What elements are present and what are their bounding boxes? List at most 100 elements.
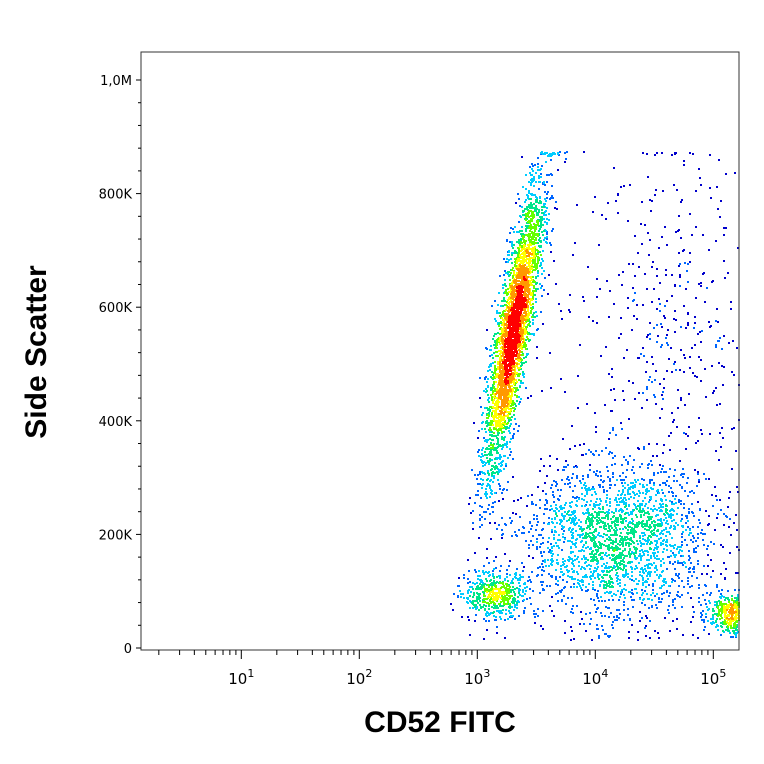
event-dot (490, 429, 492, 431)
event-dot (637, 543, 639, 545)
event-dot (728, 497, 730, 499)
event-dot (494, 588, 496, 590)
event-dot (664, 317, 666, 319)
event-dot (617, 568, 619, 570)
event-dot (695, 190, 697, 192)
event-dot (625, 520, 627, 522)
event-dot (725, 568, 727, 570)
event-dot (613, 616, 615, 618)
event-dot (576, 505, 578, 507)
event-dot (486, 591, 488, 593)
event-dot (509, 432, 511, 434)
event-dot (505, 524, 507, 526)
event-dot (623, 609, 625, 611)
event-dot (529, 166, 531, 168)
event-dot (531, 571, 533, 573)
event-dot (540, 222, 542, 224)
event-dot (507, 457, 509, 459)
event-dot (557, 563, 559, 565)
event-dot (712, 570, 714, 572)
event-dot (498, 323, 500, 325)
event-dot (725, 227, 727, 229)
event-dot (551, 508, 553, 510)
event-dot (478, 430, 480, 432)
event-dot (490, 449, 492, 451)
event-dot (720, 593, 722, 595)
event-dot (482, 582, 484, 584)
event-dot (654, 580, 656, 582)
event-dot (509, 586, 511, 588)
event-dot (489, 513, 491, 515)
event-dot (705, 396, 707, 398)
event-dot (687, 477, 689, 479)
event-dot (643, 446, 645, 448)
event-dot (624, 574, 626, 576)
event-dot (517, 430, 519, 432)
event-dot (732, 630, 734, 632)
event-dot (537, 257, 539, 259)
event-dot (619, 564, 621, 566)
event-dot (531, 178, 533, 180)
event-dot (710, 618, 712, 620)
event-dot (586, 527, 588, 529)
event-dot (488, 586, 490, 588)
event-dot (570, 586, 572, 588)
event-dot (666, 370, 668, 372)
event-dot (567, 483, 569, 485)
event-dot (622, 541, 624, 543)
event-dot (650, 531, 652, 533)
event-dot (488, 463, 490, 465)
event-dot (617, 494, 619, 496)
event-dot (682, 634, 684, 636)
event-dot (468, 589, 470, 591)
event-dot (517, 389, 519, 391)
event-dot (546, 585, 548, 587)
event-dot (536, 346, 538, 348)
event-dot (609, 432, 611, 434)
event-dot (632, 382, 634, 384)
event-dot (673, 503, 675, 505)
event-dot (529, 301, 531, 303)
event-dot (680, 500, 682, 502)
event-dot (595, 556, 597, 558)
event-dot (537, 166, 539, 168)
event-dot (677, 389, 679, 391)
event-dot (513, 433, 515, 435)
event-dot (508, 592, 510, 594)
event-dot (643, 523, 645, 525)
event-dot (632, 263, 634, 265)
event-dot (502, 319, 504, 321)
event-dot (660, 520, 662, 522)
event-dot (672, 599, 674, 601)
event-dot (527, 317, 529, 319)
event-dot (681, 580, 683, 582)
event-dot (485, 488, 487, 490)
event-dot (481, 453, 483, 455)
event-dot (585, 453, 587, 455)
event-dot (685, 515, 687, 517)
event-dot (467, 582, 469, 584)
event-dot (618, 274, 620, 276)
event-dot (556, 559, 558, 561)
event-dot (488, 590, 490, 592)
event-dot (491, 397, 493, 399)
event-dot (556, 483, 558, 485)
event-dot (548, 537, 550, 539)
event-dot (655, 403, 657, 405)
event-dot (479, 397, 481, 399)
event-dot (535, 529, 537, 531)
event-dot (545, 493, 547, 495)
event-dot (721, 427, 723, 429)
event-dot (508, 565, 510, 567)
event-dot (492, 601, 494, 603)
event-dot (536, 253, 538, 255)
event-dot (510, 405, 512, 407)
event-dot (552, 553, 554, 555)
event-dot (544, 191, 546, 193)
event-dot (557, 592, 559, 594)
event-dot (721, 365, 723, 367)
event-dot (560, 310, 562, 312)
event-dot (690, 539, 692, 541)
event-dot (483, 437, 485, 439)
event-dot (569, 502, 571, 504)
